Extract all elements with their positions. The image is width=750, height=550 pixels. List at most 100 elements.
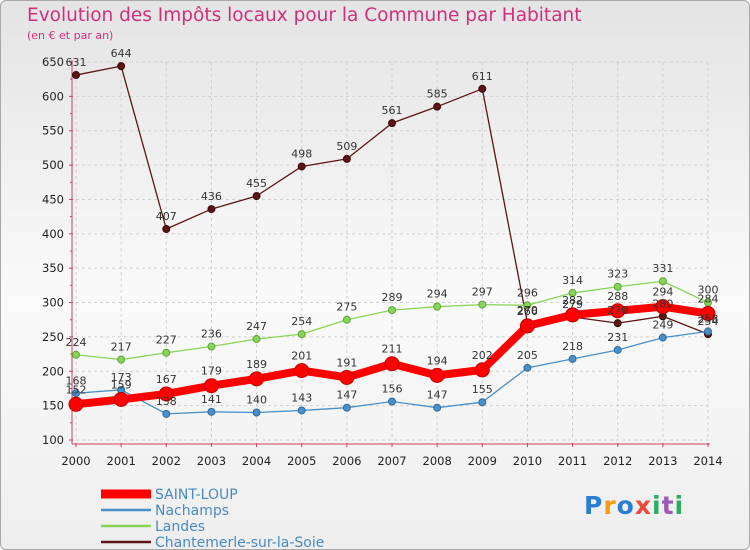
- data-point: [704, 327, 712, 336]
- data-point: [655, 299, 671, 315]
- data-point: [297, 330, 306, 339]
- data-label: 284: [698, 293, 719, 306]
- x-tick-label: 2003: [197, 454, 226, 468]
- data-point: [162, 409, 171, 418]
- chart-title: Evolution des Impôts locaux pour la Comm…: [27, 5, 582, 26]
- y-tick-label: 350: [42, 261, 64, 275]
- data-label: 173: [111, 371, 132, 384]
- data-point: [429, 367, 445, 383]
- data-label: 194: [427, 354, 448, 367]
- data-label: 631: [66, 56, 87, 69]
- y-tick-label: 600: [42, 89, 64, 103]
- legend-label: Chantemerle-sur-la-Soie: [155, 535, 324, 549]
- data-point: [117, 355, 126, 364]
- data-label: 561: [382, 104, 403, 117]
- data-point: [613, 319, 622, 328]
- x-tick-label: 2008: [423, 454, 452, 468]
- data-point: [339, 369, 355, 385]
- data-point: [613, 345, 622, 354]
- data-label: 247: [246, 320, 267, 333]
- data-label: 217: [111, 341, 132, 354]
- data-point: [613, 282, 622, 291]
- data-label: 282: [562, 294, 583, 307]
- x-tick-label: 2002: [152, 454, 181, 468]
- data-point: [207, 407, 216, 416]
- data-label: 254: [698, 315, 719, 328]
- data-point: [252, 408, 261, 417]
- y-tick-label: 450: [42, 192, 64, 206]
- data-point: [117, 62, 126, 71]
- y-tick-label: 250: [42, 330, 64, 344]
- data-label: 231: [607, 331, 628, 344]
- data-point: [342, 315, 351, 324]
- data-label: 498: [291, 147, 312, 160]
- chart-subtitle: (en € et par an): [27, 29, 114, 42]
- y-tick-label: 650: [42, 55, 64, 69]
- data-label: 218: [562, 340, 583, 353]
- data-point: [523, 301, 532, 310]
- data-point: [252, 192, 261, 201]
- data-label: 152: [66, 383, 87, 396]
- data-point: [162, 348, 171, 357]
- data-point: [433, 102, 442, 111]
- data-point: [158, 386, 174, 402]
- legend-label: Nachamps: [155, 503, 229, 519]
- data-point: [297, 162, 306, 171]
- x-tick-label: 2001: [107, 454, 136, 468]
- data-point: [72, 71, 80, 80]
- axes: 100 150 200 250 300 350 400 450 500 550 600 650 2000…: [42, 55, 723, 468]
- data-label: 644: [111, 47, 132, 60]
- y-tick-label: 400: [42, 227, 64, 241]
- x-tick-label: 2012: [603, 454, 632, 468]
- data-label: 270: [517, 304, 538, 317]
- data-point: [342, 403, 351, 412]
- data-point: [113, 391, 129, 407]
- data-point: [433, 302, 442, 311]
- data-point: [203, 378, 219, 394]
- data-label: 167: [156, 373, 177, 386]
- data-label: 140: [246, 394, 267, 407]
- data-label: 202: [472, 349, 493, 362]
- data-label: 455: [246, 177, 267, 190]
- data-point: [162, 225, 171, 234]
- data-label: 138: [156, 395, 177, 408]
- data-point: [294, 363, 310, 379]
- data-label: 258: [698, 312, 719, 325]
- x-tick-label: 2014: [693, 454, 722, 468]
- y-tick-label: 200: [42, 364, 64, 378]
- x-tick-label: 2009: [468, 454, 497, 468]
- data-point: [388, 397, 396, 406]
- data-point: [297, 406, 306, 415]
- data-label: 314: [562, 274, 583, 287]
- data-label: 156: [382, 383, 403, 396]
- data-label: 249: [652, 319, 673, 332]
- y-tick-label: 100: [42, 433, 64, 447]
- data-label: 201: [291, 350, 312, 363]
- data-point: [384, 356, 400, 372]
- proxiti-logo: Proxiti: [584, 491, 685, 520]
- data-point: [568, 354, 577, 363]
- x-tick-label: 2011: [558, 454, 587, 468]
- data-point: [658, 277, 667, 286]
- data-label: 611: [472, 70, 493, 83]
- data-point: [568, 288, 577, 297]
- data-label: 211: [382, 343, 403, 356]
- data-point: [207, 342, 216, 351]
- x-tick-label: 2006: [332, 454, 361, 468]
- data-point: [207, 205, 216, 214]
- data-label: 254: [291, 315, 312, 328]
- data-label: 323: [607, 268, 628, 281]
- data-label: 141: [201, 393, 222, 406]
- data-point: [68, 396, 84, 412]
- legend: SAINT-LOUPNachampsLandesChantemerle-sur-…: [101, 487, 324, 549]
- y-tick-label: 500: [42, 158, 64, 172]
- data-label: 168: [66, 374, 87, 387]
- data-label: 280: [652, 297, 673, 310]
- data-label: 294: [427, 288, 448, 301]
- data-point: [523, 363, 532, 372]
- data-point: [478, 84, 487, 93]
- data-label: 270: [607, 304, 628, 317]
- series-lines: [68, 62, 716, 418]
- data-label: 236: [201, 328, 222, 341]
- data-point: [342, 154, 351, 163]
